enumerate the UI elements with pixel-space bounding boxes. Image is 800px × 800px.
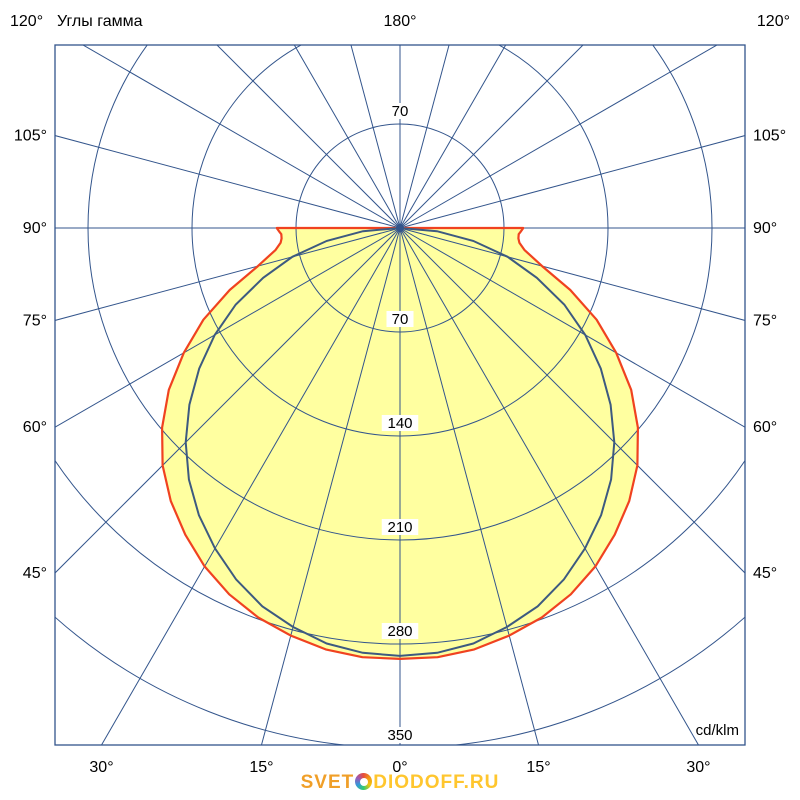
units-label: cd/klm xyxy=(696,722,739,739)
svg-text:120°: 120° xyxy=(10,13,43,30)
polar-origin-dot xyxy=(396,224,404,232)
beam-envelope-outline xyxy=(161,226,639,660)
svg-text:105°: 105° xyxy=(753,128,786,145)
top-labels: 120° Углы гамма 180° 120° xyxy=(10,13,790,30)
svg-text:15°: 15° xyxy=(526,759,550,776)
watermark: SVET DIODOFF.RU xyxy=(0,772,800,794)
svg-text:Углы гамма: Углы гамма xyxy=(57,13,143,30)
svg-text:350: 350 xyxy=(387,727,412,744)
svg-text:140: 140 xyxy=(387,415,412,432)
svg-text:30°: 30° xyxy=(89,759,113,776)
svg-text:0°: 0° xyxy=(392,759,407,776)
watermark-text-left: SVET xyxy=(300,772,355,793)
gamma-bottom-labels: 30° 15° 0° 15° 30° xyxy=(89,759,710,776)
svg-text:45°: 45° xyxy=(23,565,47,582)
svg-text:45°: 45° xyxy=(753,565,777,582)
gamma-side-labels: 105° 105° 90° 90° 75° 75° 60° 60° 45° 45° xyxy=(14,128,786,582)
svg-text:60°: 60° xyxy=(753,419,777,436)
beam-circle-curve xyxy=(184,226,616,657)
watermark-aperture-hole xyxy=(359,777,368,786)
svg-text:75°: 75° xyxy=(753,312,777,329)
svg-text:60°: 60° xyxy=(23,419,47,436)
svg-text:280: 280 xyxy=(387,623,412,640)
plot-border xyxy=(54,44,746,746)
svg-text:210: 210 xyxy=(387,519,412,536)
svg-text:105°: 105° xyxy=(14,128,47,145)
svg-text:30°: 30° xyxy=(686,759,710,776)
svg-text:120°: 120° xyxy=(757,13,790,30)
svg-text:180°: 180° xyxy=(383,13,416,30)
radial-value-labels: 70 70 140 210 280 350 xyxy=(381,103,419,744)
svg-text:90°: 90° xyxy=(23,220,47,237)
watermark-text-right: DIODOFF.RU xyxy=(373,772,500,793)
watermark-aperture-icon xyxy=(355,773,373,790)
svg-text:75°: 75° xyxy=(23,312,47,329)
svg-text:90°: 90° xyxy=(753,220,777,237)
svg-text:70: 70 xyxy=(392,311,409,328)
svg-text:15°: 15° xyxy=(249,759,273,776)
svg-text:70: 70 xyxy=(392,103,409,120)
